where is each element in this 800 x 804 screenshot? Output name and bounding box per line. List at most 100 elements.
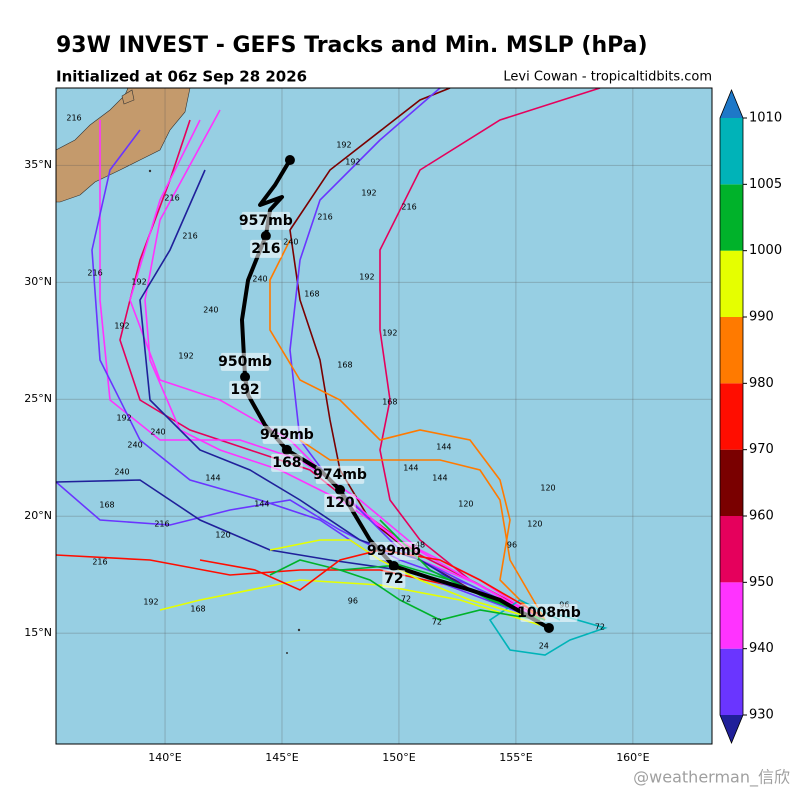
colorbar-segment	[720, 250, 743, 317]
hour-label: 216	[182, 232, 197, 241]
hour-label: 144	[432, 473, 447, 482]
lat-label: 15°N	[24, 626, 52, 639]
hour-label: 168	[304, 289, 319, 298]
label-bg	[315, 465, 365, 484]
hour-label-mean: 120	[325, 495, 354, 511]
hour-label: 192	[116, 413, 131, 422]
colorbar-label: 1000	[749, 243, 782, 258]
colorbar-label: 940	[749, 641, 774, 656]
subtitle: Initialized at 06z Sep 28 2026	[56, 68, 307, 86]
label-bg	[250, 239, 282, 258]
lon-label: 140°E	[148, 751, 181, 764]
colorbar-under	[720, 715, 743, 743]
hour-label: 216	[317, 212, 332, 221]
hour-label: 144	[254, 499, 269, 508]
hour-label: 168	[337, 360, 352, 369]
hour-label: 192	[382, 328, 397, 337]
colorbar-label: 1005	[749, 177, 782, 192]
hour-label: 48	[415, 540, 425, 549]
colorbar-label: 980	[749, 376, 774, 391]
lon-label: 150°E	[382, 751, 415, 764]
hour-label: 168	[99, 500, 114, 509]
hour-label: 120	[527, 519, 542, 528]
mean-point	[284, 155, 295, 166]
hour-label: 72	[432, 617, 442, 626]
hour-label: 216	[164, 193, 179, 202]
hour-label: 216	[401, 203, 416, 212]
label-bg	[382, 569, 406, 588]
label-bg	[271, 453, 303, 472]
pressure-label: 950mb	[218, 354, 272, 370]
hour-label: 96	[348, 596, 358, 605]
mean-point	[543, 622, 554, 633]
lon-label: 145°E	[265, 751, 298, 764]
lon-label: 160°E	[616, 751, 649, 764]
colorbar-segment	[720, 516, 743, 583]
lat-label: 30°N	[24, 275, 52, 288]
hour-label: 72	[401, 594, 411, 603]
colorbar-over	[720, 90, 743, 118]
mean-point	[281, 444, 292, 455]
label-bg	[520, 603, 578, 622]
lon-label: 155°E	[499, 751, 532, 764]
hour-label: 240	[203, 306, 218, 315]
hour-label: 120	[458, 499, 473, 508]
colorbar-segment	[720, 184, 743, 251]
lat-label: 25°N	[24, 392, 52, 405]
hour-label: 192	[178, 351, 193, 360]
hour-label: 24	[539, 641, 549, 650]
watermark: @weatherman_信欣	[633, 768, 790, 788]
label-bg	[369, 541, 419, 560]
colorbar-label: 970	[749, 442, 774, 457]
hour-label: 240	[283, 237, 298, 246]
mean-track	[239, 159, 550, 630]
hour-label: 192	[345, 157, 360, 166]
hour-label: 192	[359, 273, 374, 282]
hour-label: 144	[436, 442, 451, 451]
land	[56, 88, 301, 654]
colorbar-segment	[720, 449, 743, 516]
lat-label: 20°N	[24, 509, 52, 522]
credit: Levi Cowan - tropicaltidbits.com	[503, 70, 712, 85]
lat-label: 35°N	[24, 158, 52, 171]
hour-label: 144	[403, 463, 418, 472]
hour-label: 168	[190, 604, 205, 613]
colorbar-segment	[720, 317, 743, 384]
hour-label: 216	[92, 557, 107, 566]
hour-label: 120	[540, 483, 555, 492]
colorbar-label: 930	[749, 708, 774, 723]
pressure-label: 974mb	[313, 467, 367, 483]
hour-label: 216	[66, 113, 81, 122]
ocean	[56, 88, 712, 744]
mean-point	[240, 371, 251, 382]
label-bg	[220, 352, 270, 371]
colorbar-label: 990	[749, 310, 774, 325]
hour-label-mean: 192	[230, 382, 259, 398]
colorbar-label: 960	[749, 509, 774, 524]
mean-point	[260, 230, 271, 241]
hour-label: 96	[507, 540, 517, 549]
pressure-label: 1008mb	[517, 605, 581, 621]
hour-label: 168	[382, 397, 397, 406]
hour-label: 240	[114, 467, 129, 476]
colorbar-segment	[720, 582, 743, 649]
hour-label: 192	[114, 321, 129, 330]
colorbar-label: 950	[749, 575, 774, 590]
hour-label: 216	[154, 519, 169, 528]
colorbar-segment	[720, 648, 743, 715]
hour-label: 120	[215, 530, 230, 539]
map-frame	[55, 87, 713, 745]
hour-label: 192	[336, 141, 351, 150]
title: 93W INVEST - GEFS Tracks and Min. MSLP (…	[56, 33, 648, 58]
label-bg	[241, 211, 291, 230]
label-bg	[262, 425, 312, 444]
label-bg	[229, 380, 261, 399]
hour-label: 144	[205, 473, 220, 482]
colorbar-segment	[720, 383, 743, 450]
hour-label: 192	[143, 597, 158, 606]
hour-label: 240	[252, 274, 267, 283]
colorbar-segment	[720, 118, 743, 185]
hour-label-mean: 168	[272, 455, 301, 471]
hour-label: 216	[87, 269, 102, 278]
